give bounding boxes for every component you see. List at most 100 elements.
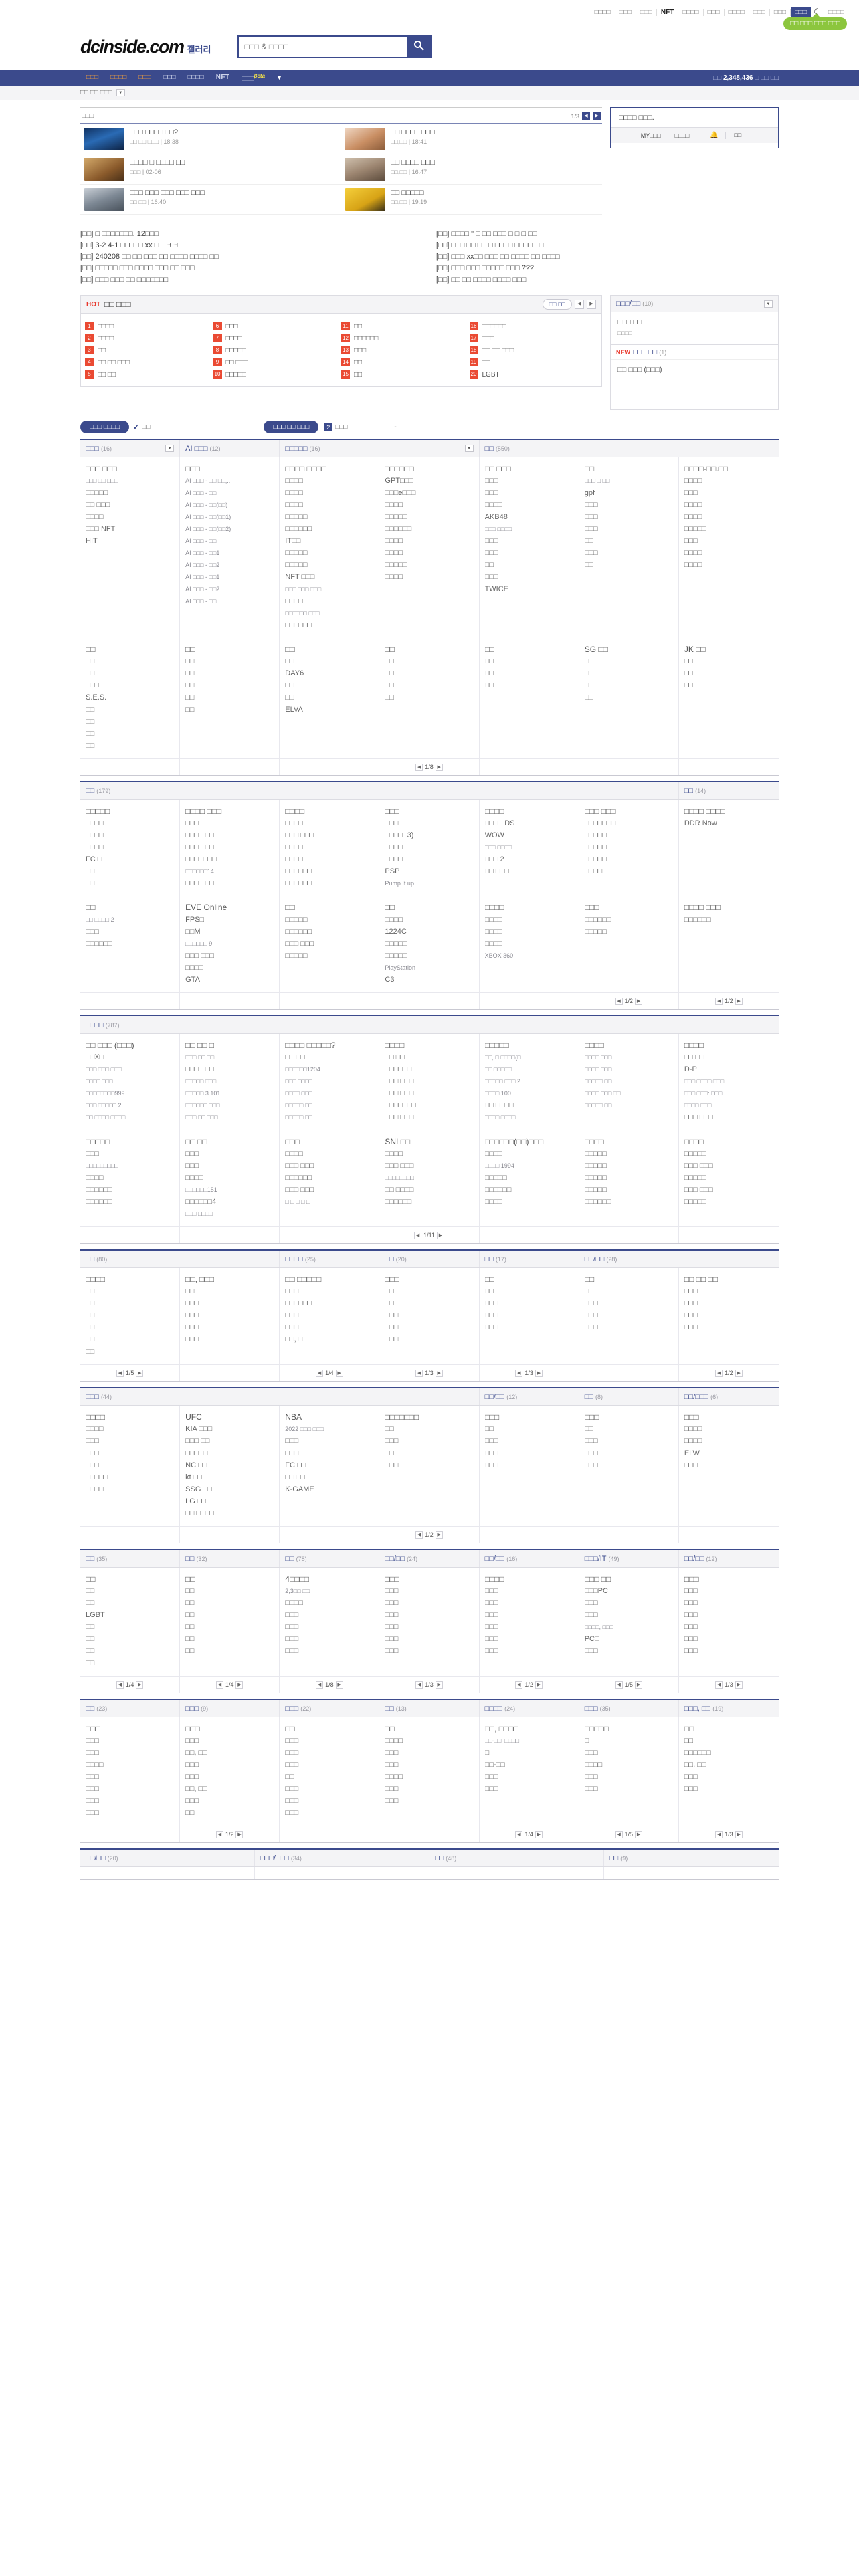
gallery-link[interactable]: □□ □□□ xyxy=(484,867,509,875)
chevron-down-icon[interactable]: ▼ xyxy=(116,89,125,96)
section-header-cell[interactable]: □□□/IT (49) xyxy=(579,1550,679,1567)
next-arrow-icon[interactable]: ▶ xyxy=(635,1830,643,1838)
gallery-link[interactable]: FPS□ xyxy=(185,916,205,924)
hot-item[interactable]: 20 LGBT xyxy=(469,368,598,381)
gallery-link[interactable]: □□ xyxy=(285,903,295,912)
gallery-link[interactable]: □□□□□ xyxy=(684,1198,707,1206)
gallery-link[interactable]: DDR Now xyxy=(684,819,717,827)
next-arrow-icon[interactable]: ▶ xyxy=(435,1531,443,1539)
prev-arrow-icon[interactable]: ◀ xyxy=(415,1681,423,1689)
gallery-link[interactable]: □□□□□□□ xyxy=(185,855,217,863)
gallery-link[interactable]: □□□ xyxy=(185,1323,199,1331)
list-item[interactable]: [□□] □□□□ " □ □□ □□□ □ □ □ □□ xyxy=(436,230,537,238)
gallery-link[interactable]: □□□□ xyxy=(484,1150,503,1158)
gallery-link[interactable]: KIA □□□ xyxy=(185,1425,213,1433)
section-header-cell[interactable]: □□/□□ (16) xyxy=(480,1550,579,1567)
gallery-link[interactable]: □□□□ xyxy=(285,1599,303,1607)
gallery-link[interactable]: DAY6 xyxy=(285,669,304,677)
gallery-link[interactable]: □□□□ xyxy=(86,1174,104,1182)
gallery-link[interactable]: □□ xyxy=(86,718,95,726)
gallery-link[interactable]: □□ xyxy=(584,1425,593,1433)
gallery-link[interactable]: □□□ xyxy=(185,464,200,473)
site-logo[interactable]: dcinside.com 갤러리 xyxy=(80,37,211,58)
gallery-link[interactable]: □□□ xyxy=(484,1449,498,1457)
gallery-link[interactable]: □□□ xyxy=(285,1635,299,1643)
gallery-link[interactable]: □□□□□□ xyxy=(684,1749,711,1757)
gallery-link[interactable]: □□ xyxy=(86,1599,95,1607)
gallery-link[interactable]: □□□ xyxy=(385,1335,399,1344)
gallery-link[interactable]: □□□□ □□□ xyxy=(584,1054,612,1061)
gallery-link[interactable]: □□ xyxy=(684,657,694,665)
prev-arrow-icon[interactable]: ◀ xyxy=(316,1681,324,1689)
gallery-link[interactable]: □□□ xyxy=(185,1773,199,1781)
gallery-link[interactable]: □□□ xyxy=(584,1611,598,1619)
gallery-link[interactable]: □□□ xyxy=(584,903,599,912)
section-header-cell[interactable]: □□ (13) xyxy=(379,1700,480,1717)
gallery-link[interactable]: □□□□□□ xyxy=(86,1198,112,1206)
next-arrow-icon[interactable]: ▶ xyxy=(735,1681,743,1689)
gallery-link[interactable]: □□□□ xyxy=(484,807,504,816)
gallery-link[interactable]: □□□□□ □□ xyxy=(584,1078,612,1085)
gallery-link[interactable]: □□ xyxy=(185,681,195,689)
gallery-link[interactable]: □□ □□□□□ xyxy=(285,1275,322,1284)
gallery-link[interactable]: □□□□-□□.□□ xyxy=(684,464,729,473)
section-header-cell[interactable]: □□/□□ (24) xyxy=(379,1550,480,1567)
gallery-link[interactable]: □□□□□ xyxy=(584,1186,607,1194)
gallery-link[interactable]: □□ □□ □ xyxy=(185,1041,215,1050)
gallery-link[interactable]: □□ xyxy=(584,693,593,702)
gallery-link[interactable]: □□□□ xyxy=(285,477,303,485)
gallery-link[interactable]: □□□ xyxy=(684,1323,698,1331)
utility-link-7[interactable]: □□□□ xyxy=(725,8,749,16)
gallery-link[interactable]: □□□ xyxy=(484,1299,498,1307)
gallery-link[interactable]: □□□□ xyxy=(484,501,503,509)
list-item[interactable]: □□□ □□□□ □□? □□ □□ □□□ | 18:38 xyxy=(80,124,341,154)
gallery-link[interactable]: □□□ □□ □□□ xyxy=(86,477,118,484)
gallery-link[interactable]: □□□ xyxy=(285,1287,299,1295)
gallery-link[interactable]: □□, □□ xyxy=(185,1749,207,1757)
gallery-link[interactable]: □□□□ xyxy=(484,1198,503,1206)
gallery-link[interactable]: □□ xyxy=(385,1425,394,1433)
gallery-link[interactable]: □□□ xyxy=(684,1574,699,1584)
gallery-link[interactable]: □□□□ xyxy=(484,1574,504,1584)
gallery-link[interactable]: □□ □□ xyxy=(185,1137,207,1146)
gallery-link[interactable]: □□□ □□□□□ 2 xyxy=(86,1102,122,1109)
prev-arrow-icon[interactable]: ◀ xyxy=(316,1369,324,1377)
gallery-link[interactable]: □□□ xyxy=(584,1449,598,1457)
gallery-link[interactable]: □□□□□□ □□□ xyxy=(285,610,320,617)
gallery-link[interactable]: □□□□□ xyxy=(385,561,407,569)
gallery-link[interactable]: □□ xyxy=(684,1737,694,1745)
gallery-link[interactable]: □□□□□ xyxy=(684,525,707,533)
section-header-cell[interactable]: □□ (80) xyxy=(80,1251,280,1267)
gallery-link[interactable]: □□□□ xyxy=(385,549,403,557)
gallery-link[interactable]: □□□□□□ xyxy=(385,464,414,473)
gallery-link[interactable]: K-GAME xyxy=(285,1485,314,1493)
gallery-link[interactable]: □□□ xyxy=(484,1611,498,1619)
gallery-link[interactable]: □□□□□ xyxy=(484,1174,507,1182)
gallery-link[interactable]: □□□ xyxy=(484,549,498,557)
gallery-link[interactable]: □□□ xyxy=(385,1275,400,1284)
gallery-link[interactable]: 4□□□□ xyxy=(285,1574,309,1584)
list-item[interactable]: [□□] □□□ □□ □□ □ □□□□ □□□□ □□ xyxy=(436,241,544,249)
gallery-link[interactable]: SG □□ xyxy=(584,645,608,654)
gallery-link[interactable]: □□□□ □□□□ xyxy=(285,464,326,473)
gallery-link[interactable]: 2022 □□□ □□□ xyxy=(285,1426,324,1432)
gallery-link[interactable]: □□□ □□□ □□□ xyxy=(86,1066,122,1073)
gallery-link[interactable]: □□□ □ □□ xyxy=(584,477,610,484)
gallery-link[interactable]: □□X□□ xyxy=(86,1053,108,1061)
gallery-link[interactable]: □□□ xyxy=(385,1599,399,1607)
list-item[interactable]: [□□] 240208 □□ □□ □□□ □□ □□□□ □□□□ □□ xyxy=(80,253,219,261)
gallery-link[interactable]: □□ xyxy=(86,669,95,677)
gallery-link[interactable]: □□□□ □□□ xyxy=(684,903,721,912)
gallery-link[interactable]: □□□ □□□ xyxy=(684,1113,713,1121)
prev-arrow-icon[interactable]: ◀ xyxy=(116,1369,124,1377)
next-arrow-icon[interactable]: ▶ xyxy=(735,1830,743,1838)
gallery-link[interactable]: □□□□□ xyxy=(584,1162,607,1170)
gallery-link[interactable]: □□□ xyxy=(385,1437,399,1445)
next-arrow-icon[interactable]: ▶ xyxy=(235,1830,244,1838)
gallery-link[interactable]: □□□ xyxy=(86,1737,99,1745)
gallery-link[interactable]: □□□ □□□ xyxy=(385,1162,414,1170)
gallery-link[interactable]: PlayStation xyxy=(385,964,415,971)
hot-item[interactable]: 17 □□□ xyxy=(469,332,598,344)
side-panel-item-main[interactable]: □□□ □□ xyxy=(617,318,642,326)
gallery-link[interactable]: □□□□□ xyxy=(285,916,308,924)
